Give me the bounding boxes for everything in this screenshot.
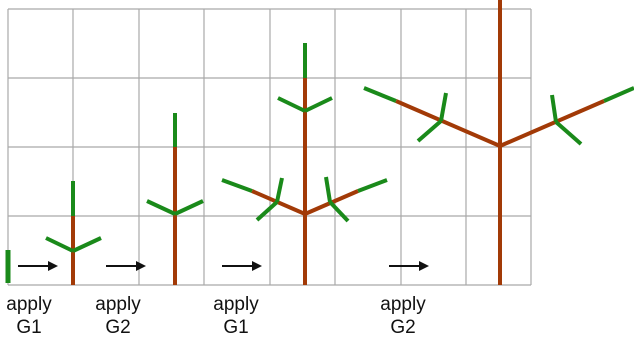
arrow-right-icon xyxy=(389,261,429,271)
step-label-line2: G1 xyxy=(223,317,248,338)
leaf-segment xyxy=(174,199,204,216)
leaf-segment xyxy=(304,96,333,113)
leaf-segment xyxy=(439,92,448,122)
step-label-line1: apply xyxy=(6,294,52,315)
stem-segment xyxy=(395,99,501,148)
leaf-segment xyxy=(275,177,284,203)
leaf-segment xyxy=(357,178,388,193)
step-label-line1: apply xyxy=(213,294,259,315)
step-label-line2: G2 xyxy=(105,317,130,338)
arrow-right-icon xyxy=(106,261,146,271)
step-label-line2: G2 xyxy=(390,317,415,338)
plant-stage-2 xyxy=(146,113,204,285)
leaf-segment xyxy=(324,176,332,203)
leaf-segment xyxy=(554,120,583,146)
step-label-line2: G1 xyxy=(16,317,41,338)
plant-stage-3 xyxy=(221,43,388,285)
step-labels: apply G1 apply G2 apply G1 apply G2 xyxy=(6,294,426,338)
leaf-segment xyxy=(363,86,397,103)
leaf-segment xyxy=(221,178,253,193)
stem-segment xyxy=(499,99,605,148)
leaf-segment xyxy=(328,200,350,223)
arrow-right-icon xyxy=(18,261,58,271)
leaf-segment xyxy=(45,236,74,253)
arrow-right-icon xyxy=(222,261,262,271)
background-grid xyxy=(7,8,532,286)
leaf-segment xyxy=(277,96,306,113)
stem-segment xyxy=(251,189,306,216)
leaf-segment xyxy=(550,94,558,123)
leaf-segment xyxy=(72,236,102,253)
step-label-line1: apply xyxy=(95,294,141,315)
plant-stage-4 xyxy=(363,0,634,285)
leaf-segment xyxy=(255,200,279,222)
leaf-segment xyxy=(603,86,634,103)
leaf-segment xyxy=(146,199,176,216)
plant-stage-1 xyxy=(45,181,102,285)
step-label-line1: apply xyxy=(380,294,426,315)
leaf-segment xyxy=(416,119,443,143)
arrows xyxy=(18,261,429,271)
